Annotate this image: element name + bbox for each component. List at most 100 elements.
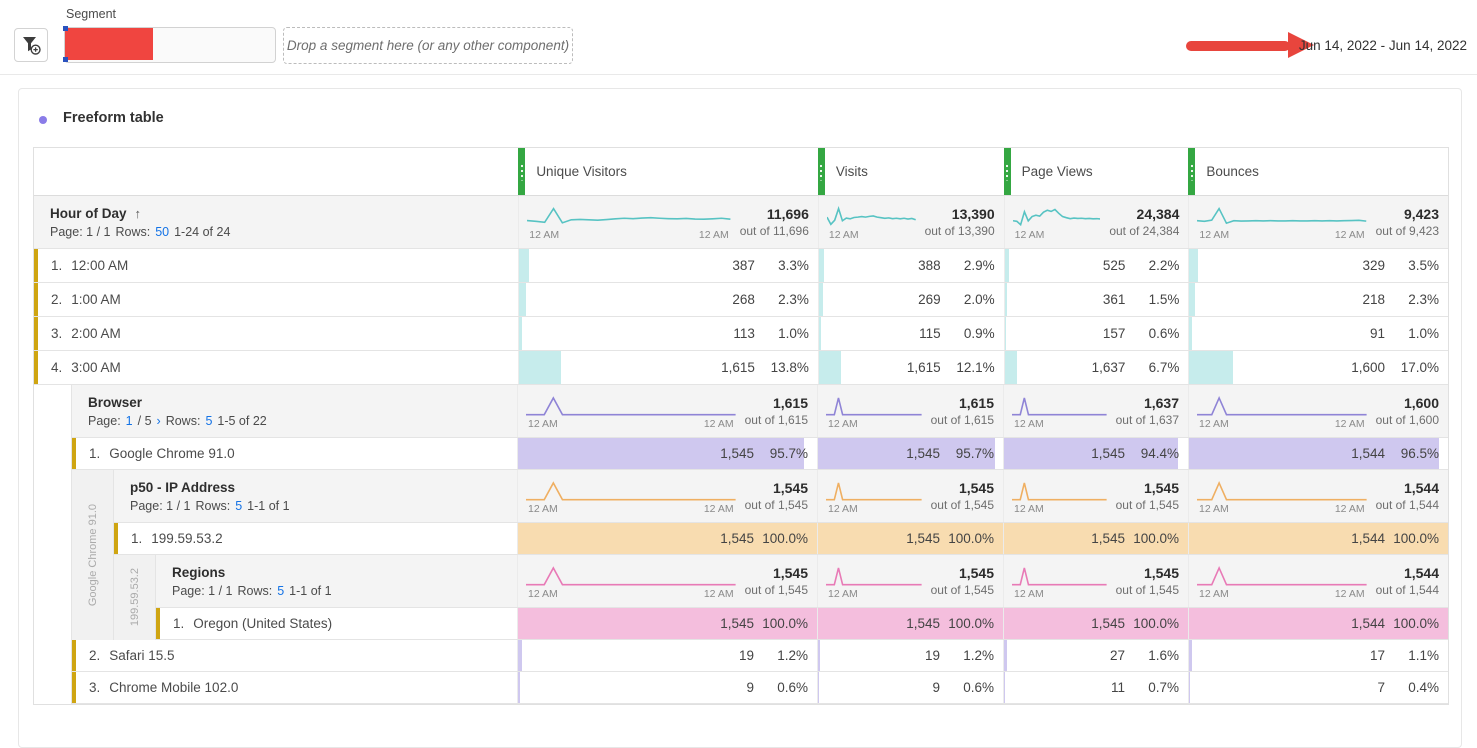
summary-values: 1,615 out of 1,615 bbox=[745, 395, 808, 427]
metric-cell[interactable]: 17 1.1% bbox=[1188, 640, 1448, 671]
metric-cell[interactable]: 1,545 100.0% bbox=[817, 608, 1003, 639]
pagination-link[interactable]: › bbox=[156, 413, 161, 428]
metric-cell[interactable]: 329 3.5% bbox=[1188, 249, 1448, 282]
metric-cell[interactable]: 9 0.6% bbox=[817, 672, 1003, 703]
pagination-link[interactable]: 50 bbox=[155, 224, 170, 239]
dimension-name[interactable]: p50 - IP Address bbox=[130, 479, 236, 495]
metric-summary-cell[interactable]: 12 AM 12 AM 9,423 out of 9,423 bbox=[1188, 196, 1448, 248]
metric-cell[interactable]: 268 2.3% bbox=[518, 283, 818, 316]
metric-summary-cell[interactable]: 12 AM 12 AM 1,545 out of 1,545 bbox=[517, 555, 817, 607]
metric-summary-cell[interactable]: 12 AM 1,637 out of 1,637 bbox=[1003, 385, 1188, 437]
metric-cell[interactable]: 157 0.6% bbox=[1003, 317, 1189, 350]
metric-summary-cell[interactable]: 12 AM 24,384 out of 24,384 bbox=[1003, 196, 1189, 248]
column-header[interactable]: Unique Visitors bbox=[518, 148, 818, 195]
sparkline-chart bbox=[526, 395, 736, 417]
metric-summary-cell[interactable]: 12 AM 13,390 out of 13,390 bbox=[817, 196, 1004, 248]
value-bar bbox=[1004, 283, 1008, 316]
metric-cell[interactable]: 1,544 100.0% bbox=[1188, 523, 1448, 554]
total-value: 1,545 bbox=[1143, 565, 1179, 582]
metric-cell[interactable]: 269 2.0% bbox=[817, 283, 1004, 316]
metric-cell[interactable]: 1,545 100.0% bbox=[1003, 523, 1188, 554]
axis-label-right: 12 AM bbox=[1334, 229, 1365, 241]
column-header[interactable]: Bounces bbox=[1188, 148, 1448, 195]
selection-handle bbox=[63, 57, 68, 62]
metric-cell[interactable]: 1,545 100.0% bbox=[1003, 608, 1188, 639]
metric-summary-cell[interactable]: 12 AM 12 AM 1,615 out of 1,615 bbox=[517, 385, 817, 437]
row-label-cell[interactable]: 3. Chrome Mobile 102.0 bbox=[72, 672, 517, 703]
dimension-name[interactable]: Hour of Day bbox=[50, 205, 127, 221]
metric-cell[interactable]: 1,545 100.0% bbox=[817, 523, 1003, 554]
metric-cell[interactable]: 361 1.5% bbox=[1003, 283, 1189, 316]
row-label-cell[interactable]: 1. 199.59.53.2 bbox=[114, 523, 517, 554]
row-label-cell[interactable]: 4. 3:00 AM bbox=[34, 351, 518, 384]
metric-cell[interactable]: 27 1.6% bbox=[1003, 640, 1188, 671]
metric-cell[interactable]: 1,545 100.0% bbox=[517, 608, 817, 639]
sparkline: 12 AM 12 AM bbox=[526, 562, 736, 600]
column-drag-handle-icon[interactable] bbox=[1188, 148, 1196, 195]
date-range-picker[interactable]: Jun 14, 2022 - Jun 14, 2022 bbox=[1298, 38, 1467, 53]
row-label: 2:00 AM bbox=[71, 326, 121, 341]
metric-cell[interactable]: 11 0.7% bbox=[1003, 672, 1188, 703]
dimension-column-header[interactable] bbox=[34, 148, 518, 195]
column-header[interactable]: Visits bbox=[817, 148, 1004, 195]
metric-cell[interactable]: 1,544 100.0% bbox=[1188, 608, 1448, 639]
segment-drop-zone[interactable]: Drop a segment here (or any other compon… bbox=[283, 27, 573, 64]
metric-cell[interactable]: 113 1.0% bbox=[518, 317, 818, 350]
metric-summary-cell[interactable]: 12 AM 1,545 out of 1,545 bbox=[1003, 470, 1188, 522]
metric-value: 9 bbox=[932, 680, 940, 695]
row-label-cell[interactable]: 2. Safari 15.5 bbox=[72, 640, 517, 671]
sparkline: 12 AM 12 AM bbox=[526, 477, 736, 515]
metric-cell[interactable]: 19 1.2% bbox=[817, 640, 1003, 671]
metric-cell[interactable]: 1,545 95.7% bbox=[517, 438, 817, 469]
metric-cell[interactable]: 1,615 12.1% bbox=[817, 351, 1004, 384]
pagination-text: 1-1 of 1 bbox=[247, 498, 290, 513]
metric-summary-cell[interactable]: 12 AM 12 AM 1,600 out of 1,600 bbox=[1188, 385, 1448, 437]
metric-summary-cell[interactable]: 12 AM 1,545 out of 1,545 bbox=[817, 555, 1003, 607]
metric-summary-cell[interactable]: 12 AM 1,545 out of 1,545 bbox=[1003, 555, 1188, 607]
row-label-cell[interactable]: 3. 2:00 AM bbox=[34, 317, 518, 350]
metric-summary-cell[interactable]: 12 AM 12 AM 11,696 out of 11,696 bbox=[518, 196, 818, 248]
metric-summary-cell[interactable]: 12 AM 12 AM 1,544 out of 1,544 bbox=[1188, 555, 1448, 607]
column-header[interactable]: Page Views bbox=[1003, 148, 1189, 195]
metric-cell[interactable]: 1,545 95.7% bbox=[817, 438, 1003, 469]
metric-cell[interactable]: 1,615 13.8% bbox=[518, 351, 818, 384]
metric-percent: 0.4% bbox=[1408, 680, 1439, 695]
row-label-cell[interactable]: 2. 1:00 AM bbox=[34, 283, 518, 316]
total-out-of: out of 13,390 bbox=[924, 223, 995, 238]
metric-cell[interactable]: 1,544 96.5% bbox=[1188, 438, 1448, 469]
metric-cell[interactable]: 525 2.2% bbox=[1003, 249, 1189, 282]
metric-cell[interactable]: 388 2.9% bbox=[817, 249, 1004, 282]
metric-cell[interactable]: 1,545 94.4% bbox=[1003, 438, 1188, 469]
metric-summary-cell[interactable]: 12 AM 1,615 out of 1,615 bbox=[817, 385, 1003, 437]
metric-cell[interactable]: 218 2.3% bbox=[1188, 283, 1448, 316]
metric-summary-cell[interactable]: 12 AM 12 AM 1,544 out of 1,544 bbox=[1188, 470, 1448, 522]
summary-values: 1,545 out of 1,545 bbox=[745, 480, 808, 512]
metric-summary-cell[interactable]: 12 AM 12 AM 1,545 out of 1,545 bbox=[517, 470, 817, 522]
column-drag-handle-icon[interactable] bbox=[817, 148, 825, 195]
total-out-of: out of 9,423 bbox=[1375, 223, 1440, 238]
pagination-link[interactable]: 5 bbox=[205, 413, 213, 428]
metric-summary-cell[interactable]: 12 AM 1,545 out of 1,545 bbox=[817, 470, 1003, 522]
metric-cell[interactable]: 1,600 17.0% bbox=[1188, 351, 1448, 384]
metric-cell[interactable]: 115 0.9% bbox=[817, 317, 1004, 350]
metric-cell[interactable]: 91 1.0% bbox=[1188, 317, 1448, 350]
sort-ascending-icon[interactable]: ↑ bbox=[134, 205, 142, 221]
add-filter-button[interactable] bbox=[14, 28, 48, 62]
row-label-cell[interactable]: 1. Google Chrome 91.0 bbox=[72, 438, 517, 469]
dimension-name[interactable]: Browser bbox=[88, 394, 143, 410]
pagination-link[interactable]: 5 bbox=[277, 583, 285, 598]
column-drag-handle-icon[interactable] bbox=[518, 148, 526, 195]
dimension-name[interactable]: Regions bbox=[172, 564, 226, 580]
metric-cell[interactable]: 7 0.4% bbox=[1188, 672, 1448, 703]
pagination-text: Page: 1 / 1 bbox=[50, 224, 111, 239]
metric-cell[interactable]: 19 1.2% bbox=[517, 640, 817, 671]
metric-cell[interactable]: 9 0.6% bbox=[517, 672, 817, 703]
pagination-link[interactable]: 5 bbox=[235, 498, 243, 513]
row-label-cell[interactable]: 1. 12:00 AM bbox=[34, 249, 518, 282]
row-label-cell[interactable]: 1. Oregon (United States) bbox=[156, 608, 517, 639]
metric-cell[interactable]: 387 3.3% bbox=[518, 249, 818, 282]
column-drag-handle-icon[interactable] bbox=[1003, 148, 1011, 195]
metric-cell[interactable]: 1,637 6.7% bbox=[1003, 351, 1189, 384]
pagination-link[interactable]: 1 bbox=[125, 413, 133, 428]
metric-cell[interactable]: 1,545 100.0% bbox=[517, 523, 817, 554]
